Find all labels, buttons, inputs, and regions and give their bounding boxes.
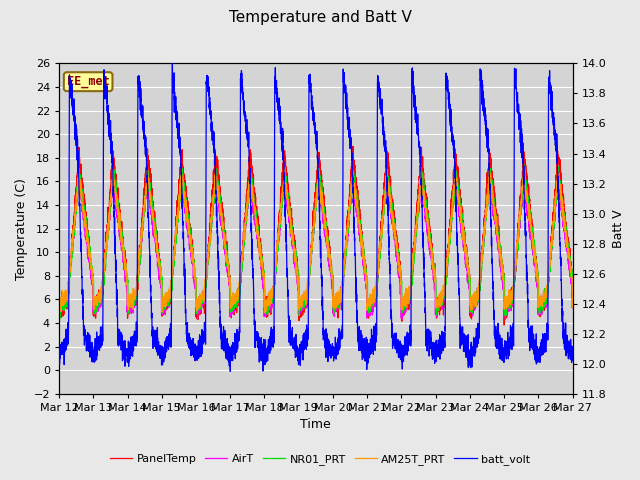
Y-axis label: Temperature (C): Temperature (C) xyxy=(15,178,28,279)
Y-axis label: Batt V: Batt V xyxy=(612,209,625,248)
Text: Temperature and Batt V: Temperature and Batt V xyxy=(228,10,412,24)
X-axis label: Time: Time xyxy=(300,419,331,432)
Legend: PanelTemp, AirT, NR01_PRT, AM25T_PRT, batt_volt: PanelTemp, AirT, NR01_PRT, AM25T_PRT, ba… xyxy=(106,450,534,469)
Text: EE_met: EE_met xyxy=(67,75,109,88)
